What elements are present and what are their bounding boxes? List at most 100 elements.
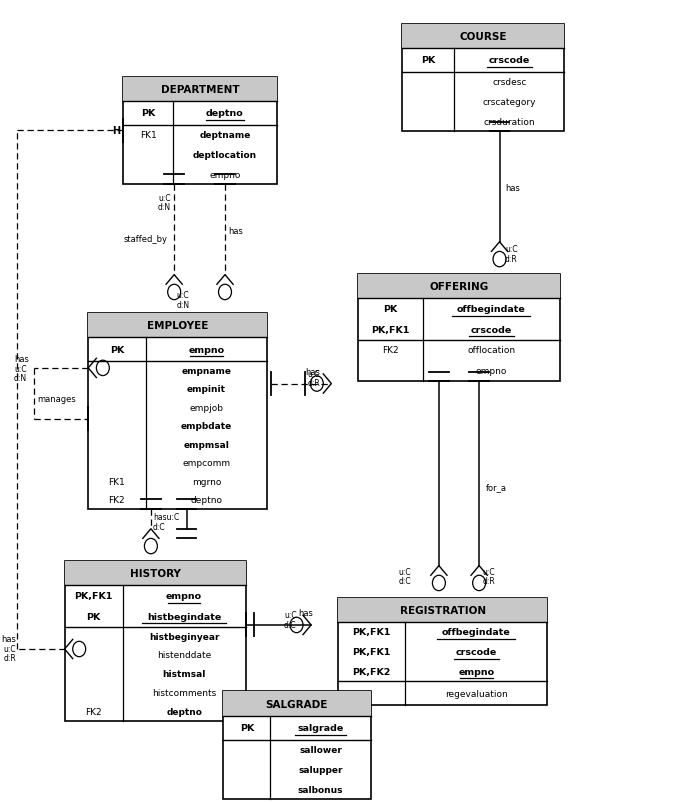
Text: histmsal: histmsal [162,670,206,678]
Text: PK,FK1: PK,FK1 [353,627,391,636]
Text: empinit: empinit [187,385,226,394]
Text: deptlocation: deptlocation [193,151,257,160]
Text: PK: PK [110,346,124,354]
Text: has: has [306,367,320,376]
Text: PK: PK [384,305,397,314]
Text: crscategory: crscategory [482,98,536,107]
Text: deptname: deptname [199,131,250,140]
Text: d:N: d:N [14,374,27,383]
Text: regevaluation: regevaluation [445,689,508,698]
Text: d:R: d:R [482,577,495,585]
Text: u:C: u:C [158,194,171,203]
Text: d:R: d:R [505,255,518,264]
Text: H: H [112,126,120,136]
Text: FK2: FK2 [108,496,125,504]
Text: u:C: u:C [308,369,320,378]
Text: histbeginyear: histbeginyear [149,632,219,641]
Bar [338,598,547,705]
Text: OFFERING: OFFERING [429,282,489,291]
Text: PK: PK [86,612,101,621]
Text: crscode: crscode [455,647,497,656]
Text: empno: empno [166,591,202,600]
Bar [358,274,560,382]
Text: d:N: d:N [158,203,171,212]
Text: u:C: u:C [3,645,16,654]
Text: EMPLOYEE: EMPLOYEE [147,321,208,330]
Text: empjob: empjob [189,403,224,412]
Text: u:C: u:C [482,567,495,576]
Text: REGISTRATION: REGISTRATION [400,605,486,615]
Text: for_a: for_a [486,483,507,492]
Bar [124,78,277,102]
Text: has: has [505,184,520,193]
Text: d:R: d:R [3,654,16,662]
Text: PK: PK [421,56,435,65]
Bar [88,314,267,509]
Text: empno: empno [475,367,507,376]
Text: hasu:C: hasu:C [153,512,179,521]
Text: histenddate: histenddate [157,650,211,659]
Text: FK1: FK1 [139,131,157,140]
Text: histcomments: histcomments [152,688,216,698]
Text: crscode: crscode [471,326,512,334]
Text: empno: empno [458,666,494,676]
Text: has: has [228,226,244,235]
Text: SALGRADE: SALGRADE [266,699,328,709]
Text: FK2: FK2 [86,707,102,716]
Text: empname: empname [181,367,231,375]
Text: salgrade: salgrade [297,723,344,732]
Text: u:C: u:C [505,245,518,254]
Text: DEPARTMENT: DEPARTMENT [161,84,239,95]
Bar [65,561,246,721]
Text: offlocation: offlocation [467,346,515,355]
Text: histbegindate: histbegindate [147,612,221,621]
Text: offbegindate: offbegindate [442,627,511,636]
Text: has: has [1,634,16,643]
Bar [338,598,547,622]
Text: PK: PK [141,109,155,118]
Bar [402,25,564,132]
Text: crsduration: crsduration [484,118,535,127]
Text: u:C: u:C [176,291,189,300]
Text: deptno: deptno [206,109,244,118]
Bar [358,274,560,298]
Bar [224,691,371,715]
Text: d:C: d:C [284,620,297,629]
Text: PK,FK1: PK,FK1 [371,326,410,334]
Text: d:C: d:C [153,522,166,531]
Text: u:C: u:C [284,610,297,619]
Text: empmsal: empmsal [184,440,229,449]
Text: u:C: u:C [14,365,27,374]
Text: HISTORY: HISTORY [130,568,181,578]
Text: mgrno: mgrno [192,477,221,486]
Text: FK2: FK2 [382,346,399,355]
Text: has: has [298,609,313,618]
Text: sallower: sallower [299,745,342,754]
Text: crsdesc: crsdesc [492,78,526,87]
Text: empno: empno [209,171,241,180]
Text: deptno: deptno [190,496,222,504]
Text: salupper: salupper [298,765,343,774]
Text: u:C: u:C [398,567,411,576]
Text: PK: PK [239,723,254,732]
Bar [124,78,277,184]
Text: empbdate: empbdate [181,422,232,431]
Text: salbonus: salbonus [298,784,343,793]
Text: offbegindate: offbegindate [457,305,526,314]
Bar [88,314,267,338]
Text: PK,FK1: PK,FK1 [75,591,112,600]
Text: empcomm: empcomm [182,459,230,468]
Bar [402,25,564,49]
Text: deptno: deptno [166,707,202,716]
Text: crscode: crscode [489,56,530,65]
Text: PK,FK1: PK,FK1 [353,647,391,656]
Text: d:R: d:R [308,379,320,387]
Text: FK1: FK1 [108,477,126,486]
Text: d:N: d:N [176,300,189,310]
Text: empno: empno [188,346,224,354]
Text: PK,FK2: PK,FK2 [353,666,391,676]
Text: has: has [14,355,29,364]
Bar [224,691,371,799]
Bar [65,561,246,585]
Text: COURSE: COURSE [460,32,507,42]
